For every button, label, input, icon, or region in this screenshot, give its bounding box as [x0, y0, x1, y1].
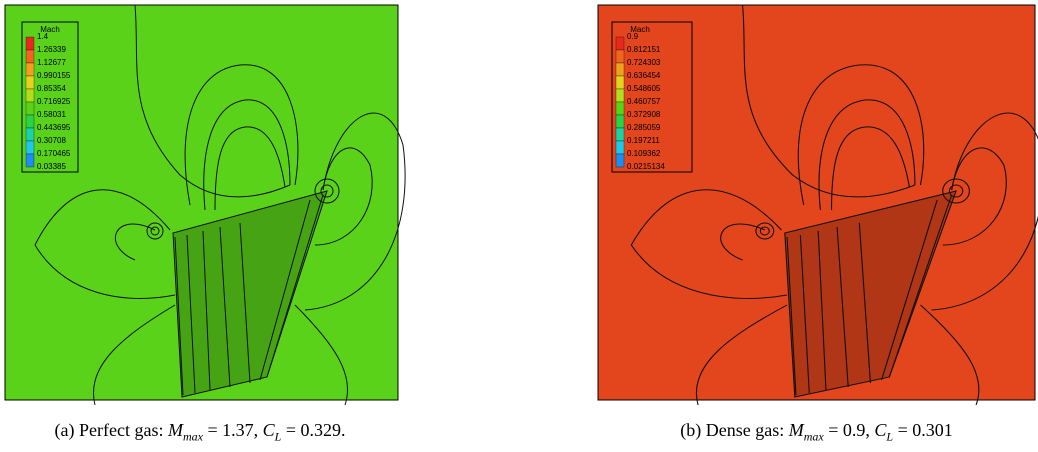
legend-swatch	[25, 36, 35, 51]
legend-swatch	[25, 49, 35, 64]
legend-swatch	[615, 36, 625, 51]
legend-label: 0.109362	[627, 149, 661, 158]
subscript: L	[274, 429, 282, 444]
legend-swatch	[615, 127, 625, 142]
legend-label: 0.85354	[37, 84, 66, 93]
legend-swatch	[615, 75, 625, 90]
caption-text: (b) Dense gas:	[680, 420, 789, 440]
legend-swatch	[25, 101, 35, 116]
symbol: C	[874, 420, 887, 440]
legend-swatch	[615, 114, 625, 129]
legend-swatch	[615, 153, 625, 168]
legend-label: 0.636454	[627, 71, 661, 80]
legend-label: 1.26339	[37, 45, 66, 54]
subscript: max	[182, 429, 203, 444]
legend-label: 0.443695	[37, 123, 71, 132]
caption: (b) Dense gas: Mmax = 0.9, CL = 0.301	[598, 420, 1035, 445]
legend-swatch	[25, 114, 35, 129]
caption: (a) Perfect gas: Mmax = 1.37, CL = 0.329…	[0, 420, 400, 445]
symbol: M	[167, 420, 183, 440]
legend-swatch	[25, 153, 35, 168]
symbol: M	[788, 420, 804, 440]
legend-swatch	[615, 140, 625, 155]
caption-text: (a) Perfect gas:	[54, 420, 168, 440]
legend-swatch	[615, 62, 625, 77]
legend-swatch	[615, 49, 625, 64]
figure: Mach 1.4 1.26339 1.12677 0.990155 0.85354 0.7…	[4, 4, 1038, 405]
subscript: max	[803, 429, 824, 444]
legend-label: 0.812151	[627, 45, 661, 54]
legend-title: Mach	[40, 25, 60, 34]
legend: Mach 0.9 0.812151 0.724303 0.636454 0.548605…	[611, 21, 693, 173]
legend-label: 0.548605	[627, 84, 661, 93]
legend-label: 0.9	[627, 32, 639, 41]
legend-swatch	[615, 101, 625, 116]
legend-swatch	[25, 140, 35, 155]
legend-label: 0.372908	[627, 110, 661, 119]
panel-a: Mach 1.4 1.26339 1.12677 0.990155 0.85354 0.7…	[4, 4, 406, 405]
legend-label: 0.03385	[37, 162, 66, 171]
legend-label: 1.4	[37, 32, 49, 41]
legend: Mach 1.4 1.26339 1.12677 0.990155 0.85354 0.7…	[21, 21, 79, 173]
legend-label: 0.58031	[37, 110, 66, 119]
legend-swatch	[615, 88, 625, 103]
legend-label: 0.990155	[37, 71, 71, 80]
legend-label: 0.460757	[627, 97, 661, 106]
legend-label: 1.12677	[37, 58, 66, 67]
legend-box	[611, 21, 693, 173]
legend-label: 0.285059	[627, 123, 661, 132]
caption-text: = 0.301	[893, 420, 953, 440]
legend-label: 0.197211	[627, 136, 660, 145]
legend-label: 0.724303	[627, 58, 661, 67]
caption-text: = 1.37,	[202, 420, 263, 440]
legend-swatch	[25, 75, 35, 90]
legend-swatch	[25, 62, 35, 77]
caption-text: = 0.329.	[281, 420, 346, 440]
legend-swatch	[25, 127, 35, 142]
legend-label: 0.716925	[37, 97, 71, 106]
legend-swatch	[25, 88, 35, 103]
legend-label: 0.0215134	[627, 162, 665, 171]
legend-label: 0.30708	[37, 136, 66, 145]
symbol: C	[262, 420, 275, 440]
panel-b: Mach 0.9 0.812151 0.724303 0.636454 0.548605…	[597, 4, 1038, 405]
legend-title: Mach	[630, 25, 650, 34]
caption-text: = 0.9,	[823, 420, 875, 440]
legend-label: 0.170465	[37, 149, 71, 158]
subscript: L	[886, 429, 894, 444]
